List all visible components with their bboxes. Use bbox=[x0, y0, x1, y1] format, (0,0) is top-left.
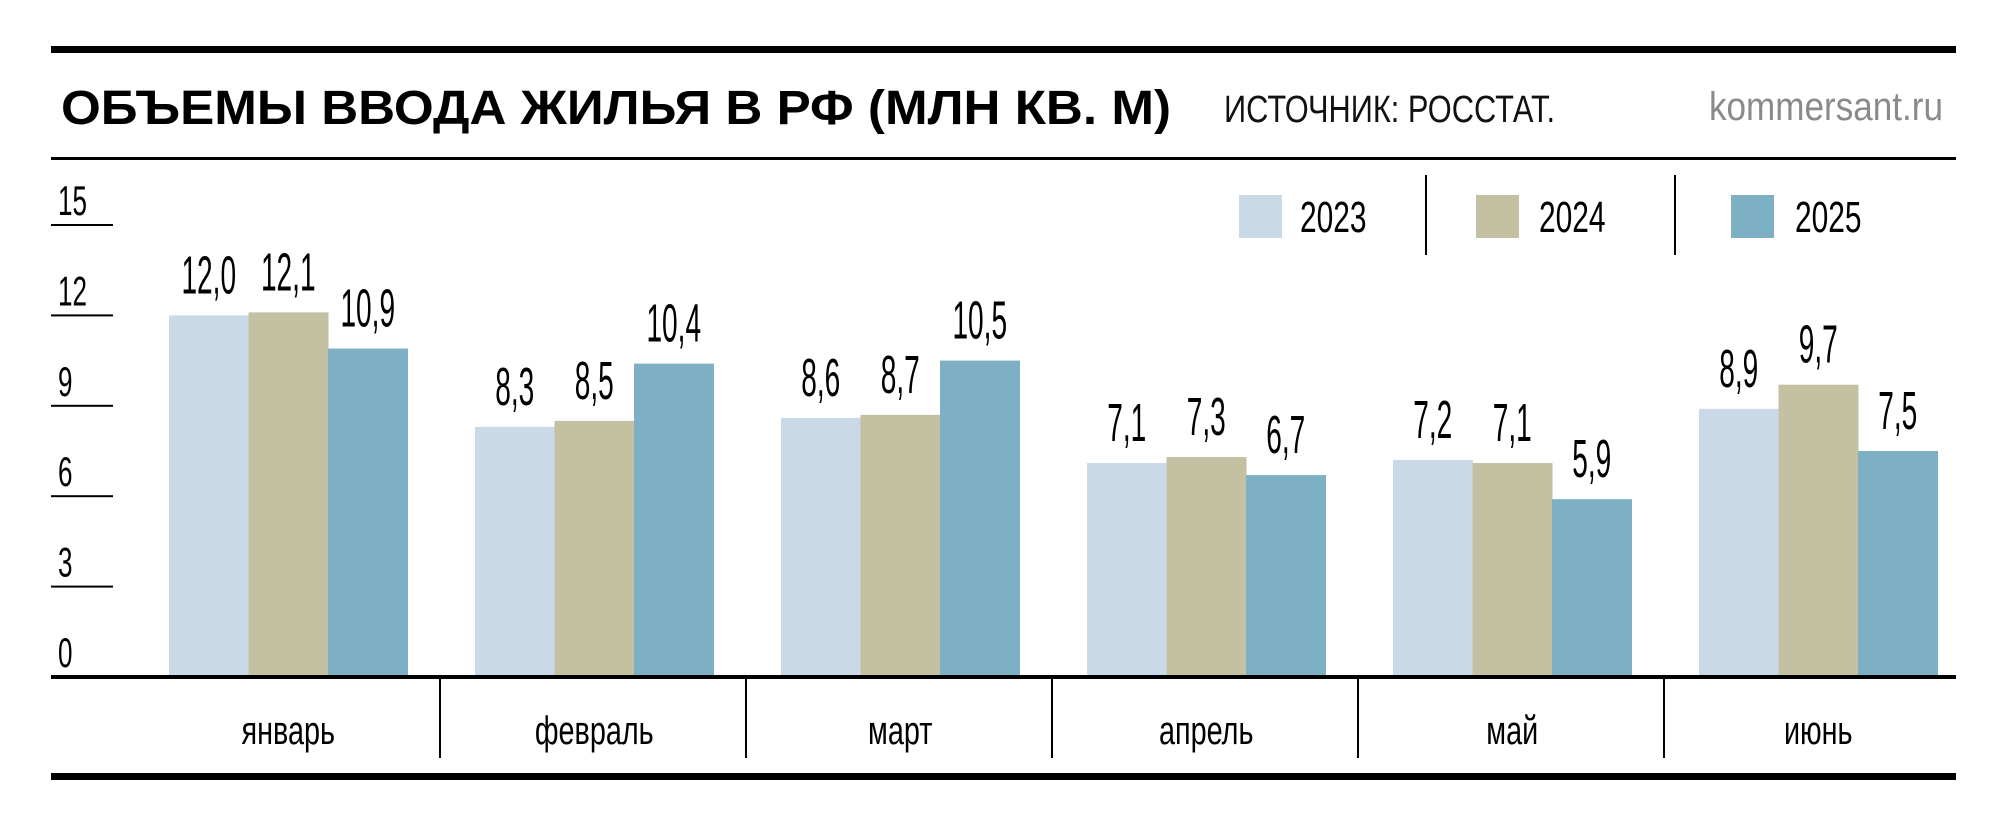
value-label: 5,9 bbox=[1572, 430, 1611, 490]
value-label: 9,7 bbox=[1799, 315, 1838, 375]
bottom-rule bbox=[51, 773, 1956, 780]
value-label: 10,5 bbox=[952, 291, 1007, 351]
bar-2025 bbox=[1858, 451, 1938, 677]
legend-swatch-2024 bbox=[1476, 195, 1519, 238]
category-divider bbox=[745, 679, 747, 758]
bar-2024 bbox=[1472, 463, 1553, 677]
bar-2023 bbox=[1393, 460, 1473, 677]
y-tick-mark bbox=[51, 404, 113, 407]
bar-2024 bbox=[554, 420, 635, 677]
x-tick-label: апрель bbox=[1159, 708, 1253, 753]
x-tick-label: январь bbox=[242, 708, 335, 753]
category-divider bbox=[1663, 679, 1665, 758]
value-label: 8,6 bbox=[801, 348, 840, 408]
category-divider bbox=[1051, 679, 1053, 758]
value-label: 10,9 bbox=[340, 279, 395, 339]
y-tick-mark bbox=[51, 585, 113, 588]
y-tick-label: 6 bbox=[58, 449, 72, 496]
legend-label-2025: 2025 bbox=[1795, 192, 1862, 241]
top-rule bbox=[51, 46, 1956, 53]
legend-swatch-2025 bbox=[1731, 195, 1774, 238]
y-tick-label: 0 bbox=[58, 630, 72, 677]
value-label: 12,1 bbox=[261, 243, 316, 303]
bars bbox=[169, 312, 1938, 677]
bar-2023 bbox=[475, 426, 555, 677]
value-label: 8,3 bbox=[495, 357, 534, 417]
value-label: 7,1 bbox=[1493, 393, 1532, 453]
bar-2025 bbox=[634, 363, 714, 677]
value-label: 7,5 bbox=[1878, 381, 1917, 441]
source-label: ИСТОЧНИК: РОССТАТ. bbox=[1224, 89, 1555, 131]
x-tick-label: март bbox=[868, 708, 932, 753]
value-label: 8,5 bbox=[575, 351, 614, 411]
y-tick-label: 15 bbox=[58, 178, 87, 225]
bar-2025 bbox=[1246, 475, 1326, 677]
x-tick-label: май bbox=[1486, 708, 1538, 753]
bar-2024 bbox=[248, 312, 329, 677]
category-divider bbox=[1357, 679, 1359, 758]
value-label: 8,7 bbox=[881, 345, 920, 405]
legend: 2023 2024 2025 bbox=[1239, 175, 1862, 255]
x-axis: январь февраль март апрель май июнь bbox=[242, 679, 1853, 758]
bar-2023 bbox=[169, 315, 249, 677]
value-label: 8,9 bbox=[1719, 339, 1758, 399]
value-label: 10,4 bbox=[646, 294, 701, 354]
x-axis-line bbox=[51, 675, 1956, 679]
site-label: kommersant.ru bbox=[1709, 85, 1943, 129]
value-label: 12,0 bbox=[181, 246, 236, 306]
y-tick-label: 12 bbox=[58, 268, 87, 315]
y-tick-mark bbox=[51, 224, 113, 226]
bar-2024 bbox=[1166, 457, 1247, 677]
bar-2023 bbox=[1699, 408, 1779, 677]
legend-label-2023: 2023 bbox=[1300, 192, 1367, 241]
legend-swatch-2023 bbox=[1239, 195, 1282, 238]
legend-label-2024: 2024 bbox=[1539, 192, 1606, 241]
y-tick-mark bbox=[51, 495, 113, 498]
value-label: 7,3 bbox=[1187, 387, 1226, 447]
chart-title: ОБЪЕМЫ ВВОДА ЖИЛЬЯ В РФ (МЛН КВ. М) bbox=[61, 82, 1171, 135]
title-rule bbox=[51, 157, 1956, 160]
y-tick-label: 3 bbox=[58, 539, 72, 586]
bar-2023 bbox=[1087, 463, 1167, 677]
bar-2023 bbox=[781, 417, 861, 677]
legend-divider bbox=[1674, 175, 1676, 255]
bar-2024 bbox=[1778, 384, 1859, 677]
bar-2025 bbox=[328, 348, 408, 677]
bar-2025 bbox=[940, 360, 1020, 677]
value-labels: 12,0 12,1 10,9 8,3 8,5 10,4 8,6 8,7 10,5 7,1 7,3 6,… bbox=[181, 243, 1917, 490]
value-label: 6,7 bbox=[1266, 405, 1305, 465]
value-label: 7,2 bbox=[1413, 390, 1452, 450]
bar-2024 bbox=[860, 414, 941, 677]
category-divider bbox=[439, 679, 441, 758]
y-tick-label: 9 bbox=[58, 359, 72, 406]
bar-2025 bbox=[1552, 499, 1632, 677]
y-tick-mark bbox=[51, 314, 113, 317]
value-label: 7,1 bbox=[1107, 393, 1146, 453]
x-tick-label: июнь bbox=[1784, 708, 1853, 753]
y-axis: 0 3 6 9 12 15 bbox=[51, 178, 113, 677]
legend-divider bbox=[1425, 175, 1427, 255]
x-tick-label: февраль bbox=[535, 708, 654, 753]
